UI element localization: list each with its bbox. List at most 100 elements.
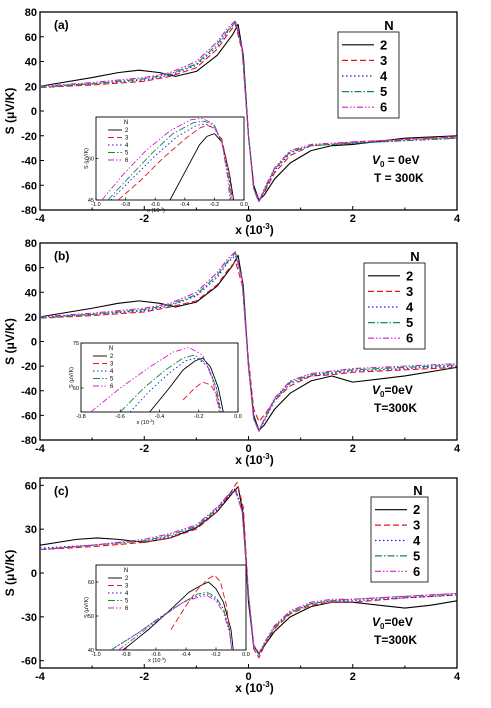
legend-label-n5: 5 bbox=[413, 548, 420, 563]
y-tick-label: 30 bbox=[25, 524, 37, 536]
panel-label: (b) bbox=[54, 249, 69, 263]
legend-label-n2: 2 bbox=[406, 268, 413, 283]
x-tick-label: 2 bbox=[350, 213, 356, 225]
y-tick-label: -20 bbox=[21, 131, 37, 143]
inset-series-line-n5 bbox=[110, 591, 233, 650]
x-tick-label: -4 bbox=[35, 443, 46, 455]
annotation-potential-value: = 0eV bbox=[384, 153, 419, 167]
inset-frame bbox=[95, 564, 247, 651]
inset-series-line-n6 bbox=[101, 117, 231, 200]
inset-y-tick-label: 60 bbox=[88, 580, 94, 586]
annotation-potential-subscript: 0 bbox=[380, 622, 385, 631]
x-axis-label-exponent: -3 bbox=[263, 222, 271, 231]
series-line-n6 bbox=[40, 20, 457, 204]
y-tick-label: 80 bbox=[25, 238, 37, 250]
inset-y-tick-label: 60 bbox=[88, 157, 94, 163]
annotation-potential-value: =0eV bbox=[384, 615, 412, 629]
inset-x-tick-label: -1.0 bbox=[91, 202, 100, 208]
inset-x-tick-label: -0.6 bbox=[150, 202, 159, 208]
inset-x-axis-label-base: x (10 bbox=[137, 420, 149, 426]
inset-legend: N 2 34 56 bbox=[93, 346, 114, 390]
x-axis-label-exponent: -3 bbox=[263, 680, 271, 689]
inset-series-line-n6 bbox=[90, 347, 220, 412]
inset-x-tick-label: -0.2 bbox=[210, 202, 219, 208]
annotation-potential-value: =0eV bbox=[384, 383, 412, 397]
inset-frame bbox=[95, 116, 245, 201]
x-tick-label: 4 bbox=[454, 213, 461, 225]
annotation-potential: V0=0eV bbox=[372, 383, 413, 399]
inset-legend-label-n5: 5 bbox=[110, 377, 114, 383]
inset-legend-label-n2: 2 bbox=[125, 576, 129, 582]
y-tick-label: -40 bbox=[21, 386, 37, 398]
x-tick-label: -2 bbox=[139, 443, 149, 455]
inset-x-tick-label: -0.4 bbox=[181, 652, 190, 658]
inset-x-axis-label: x (10-3) bbox=[137, 418, 155, 426]
x-tick-label: 4 bbox=[454, 671, 461, 683]
legend-label-n4: 4 bbox=[413, 533, 421, 548]
annotation-temperature: T = 300K bbox=[374, 171, 424, 185]
inset-legend-label-n6: 6 bbox=[110, 384, 114, 390]
annotation-temperature: T=300K bbox=[374, 401, 417, 415]
inset-legend-label-n2: 2 bbox=[110, 354, 114, 360]
inset-series-line-n4 bbox=[129, 357, 222, 412]
y-tick-label: -60 bbox=[21, 180, 37, 192]
inset-x-axis-label: x (10-3) bbox=[147, 206, 165, 214]
legend-title: N bbox=[384, 18, 393, 33]
legend-label-n6: 6 bbox=[406, 331, 413, 346]
legend-title: N bbox=[410, 249, 419, 264]
legend-label-n2: 2 bbox=[413, 502, 420, 517]
inset-series-line-n6 bbox=[118, 595, 233, 650]
inset-x-axis-label-base: x (10 bbox=[147, 208, 159, 214]
inset-x-tick-label: 0.0 bbox=[234, 414, 242, 420]
inset-x-axis-label-base: x (10 bbox=[148, 658, 160, 664]
inset-x-axis-label-exponent: -3 bbox=[149, 418, 153, 423]
y-tick-label: -60 bbox=[21, 656, 37, 668]
legend-label-n5: 5 bbox=[380, 84, 387, 99]
x-axis-label-base: x (10 bbox=[235, 223, 263, 237]
y-tick-label: 80 bbox=[25, 7, 37, 19]
x-axis-label: x (10-3) bbox=[235, 680, 273, 695]
x-tick-label: 4 bbox=[454, 443, 461, 455]
inset-y-axis-label: S (μV/K) bbox=[84, 597, 90, 618]
inset-legend-title: N bbox=[124, 120, 128, 126]
x-tick-label: -2 bbox=[139, 213, 149, 225]
inset-x-tick-label: -0.4 bbox=[180, 202, 189, 208]
y-axis-label: S (μV/K) bbox=[3, 550, 17, 597]
annotation-potential-symbol: V bbox=[372, 615, 381, 629]
x-axis-label-tail: ) bbox=[270, 223, 274, 237]
inset-x-tick-label: -0.8 bbox=[121, 652, 130, 658]
inset-legend-label-n4: 4 bbox=[125, 591, 129, 597]
x-axis-label-tail: ) bbox=[270, 681, 274, 695]
inset-legend-label-n3: 3 bbox=[110, 362, 114, 368]
x-axis-label-base: x (10 bbox=[235, 453, 263, 467]
inset-legend-label-n2: 2 bbox=[125, 128, 129, 134]
y-tick-label: 40 bbox=[25, 287, 37, 299]
legend-label-n4: 4 bbox=[406, 300, 414, 315]
legend-title: N bbox=[413, 483, 422, 498]
inset-legend-label-n4: 4 bbox=[110, 369, 114, 375]
inset-y-tick-label: 40 bbox=[88, 648, 94, 654]
y-tick-label: 20 bbox=[25, 81, 37, 93]
series-line-n5 bbox=[40, 252, 457, 431]
legend-label-n6: 6 bbox=[413, 564, 420, 579]
y-tick-label: -40 bbox=[21, 156, 37, 168]
inset-series-line-n5 bbox=[107, 120, 232, 200]
inset-series-line-n2 bbox=[122, 581, 234, 650]
x-axis-label-exponent: -3 bbox=[263, 452, 271, 461]
x-tick-label: 2 bbox=[350, 671, 356, 683]
inset-x-tick-label: -1.0 bbox=[91, 652, 100, 658]
inset-y-axis-label: S (μV/K) bbox=[69, 367, 75, 388]
y-tick-label: 0 bbox=[31, 106, 37, 118]
y-tick-label: -80 bbox=[21, 205, 37, 217]
inset-x-tick-label: -0.6 bbox=[116, 414, 125, 420]
inset-legend: N 2 34 56 bbox=[108, 568, 129, 612]
y-axis-label: S (μV/K) bbox=[3, 88, 17, 135]
inset-legend-label-n3: 3 bbox=[125, 584, 129, 590]
legend-box bbox=[370, 496, 429, 583]
inset-y-tick-label: 75 bbox=[73, 341, 79, 347]
